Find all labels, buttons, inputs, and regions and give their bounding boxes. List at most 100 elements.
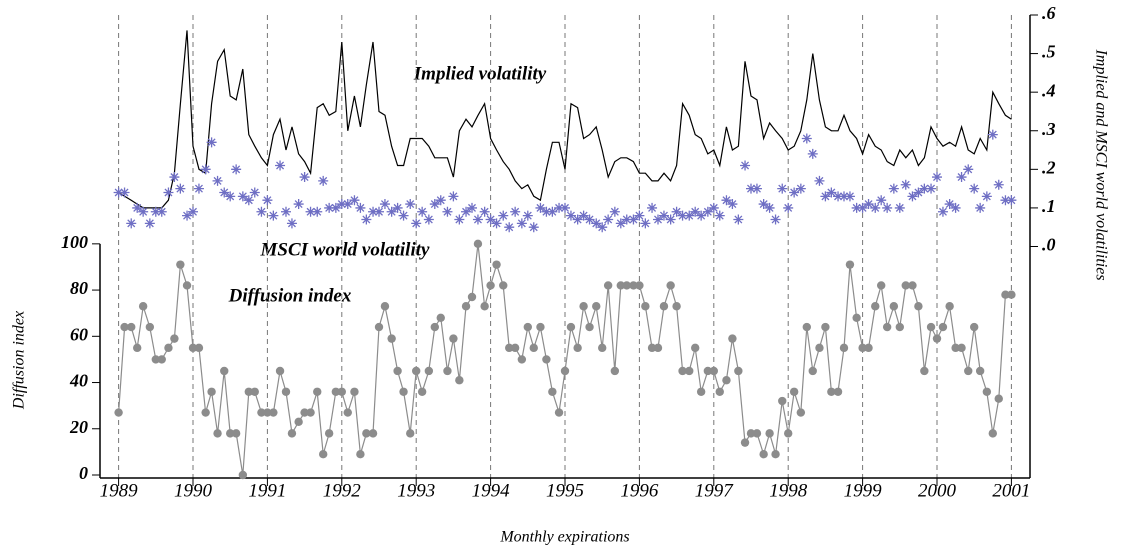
data-point (163, 187, 174, 198)
data-point (442, 206, 453, 217)
data-point (691, 343, 700, 353)
data-point (920, 366, 929, 376)
data-point (877, 281, 886, 290)
data-point (293, 199, 304, 210)
data-point (647, 343, 657, 353)
data-point (231, 429, 241, 438)
data-point (374, 322, 384, 332)
data-point (579, 302, 588, 311)
data-point (592, 302, 601, 311)
data-point (821, 322, 830, 332)
data-point (827, 387, 836, 396)
data-point (226, 429, 235, 438)
data-point (399, 387, 408, 396)
data-point (820, 191, 831, 202)
data-point (926, 183, 937, 194)
data-point (759, 449, 768, 459)
data-point (237, 191, 248, 202)
data-point (523, 322, 532, 332)
data-point (542, 355, 551, 364)
data-point (622, 281, 631, 290)
data-point (286, 218, 297, 229)
y2-tick-label: .3 (1042, 119, 1056, 139)
y2-tick-label: .5 (1042, 42, 1056, 62)
data-point (454, 214, 465, 225)
data-point (294, 417, 303, 427)
data-point (541, 206, 552, 217)
data-point (300, 408, 309, 417)
data-point (945, 302, 954, 311)
y-tick-label: 20 (69, 417, 88, 437)
data-point (429, 199, 440, 210)
data-point (585, 322, 594, 332)
x-tick-label: 1999 (844, 480, 883, 501)
data-point (629, 281, 638, 290)
x-tick-label: 1992 (323, 480, 362, 501)
data-point (882, 322, 892, 332)
data-point (696, 387, 706, 396)
data-point (975, 202, 986, 213)
data-point (988, 429, 997, 438)
data-point (281, 387, 291, 396)
data-point (789, 387, 799, 396)
data-point (802, 322, 811, 332)
data-point (164, 343, 173, 353)
data-point (306, 408, 315, 417)
data-point (213, 429, 222, 438)
data-point (851, 202, 862, 213)
data-point (584, 214, 595, 225)
data-point (516, 218, 527, 229)
data-point (336, 199, 347, 210)
data-point (324, 202, 335, 213)
data-point (573, 343, 582, 353)
y2-tick-label: .1 (1042, 196, 1056, 216)
data-point (894, 202, 905, 213)
data-point (480, 302, 489, 311)
data-point (908, 281, 917, 290)
data-point (443, 366, 452, 376)
data-point (597, 222, 608, 233)
data-point (238, 470, 248, 480)
data-point (1000, 195, 1011, 206)
data-point (467, 202, 477, 213)
data-point (114, 408, 123, 417)
data-point (889, 302, 899, 311)
data-point (362, 429, 371, 438)
data-point (170, 334, 179, 343)
data-point (685, 366, 694, 376)
data-point (839, 343, 849, 353)
data-point (900, 179, 911, 190)
data-point (975, 366, 985, 376)
data-point (659, 302, 669, 311)
data-point (150, 206, 161, 217)
data-point (156, 206, 167, 217)
data-point (435, 195, 446, 206)
data-point (505, 343, 514, 353)
data-point (299, 172, 310, 183)
data-point (982, 387, 992, 396)
x-tick-label: 2001 (992, 480, 1030, 501)
data-point (616, 281, 625, 290)
data-point (634, 210, 645, 221)
data-point (182, 210, 193, 221)
data-point (771, 449, 780, 459)
data-point (349, 195, 360, 206)
data-point (963, 164, 974, 175)
y2-tick-label: .4 (1042, 80, 1056, 100)
data-point (938, 322, 948, 332)
data-point (970, 322, 979, 332)
data-point (740, 160, 751, 171)
data-point (808, 366, 817, 376)
data-point (751, 183, 762, 194)
data-point (852, 313, 861, 323)
data-point (572, 214, 583, 225)
data-point (249, 187, 260, 198)
data-point (833, 387, 843, 396)
data-point (554, 202, 565, 213)
y-tick-label: 40 (69, 371, 88, 391)
data-point (374, 206, 384, 217)
data-point (499, 281, 508, 290)
data-point (485, 214, 496, 225)
data-point (536, 322, 545, 332)
